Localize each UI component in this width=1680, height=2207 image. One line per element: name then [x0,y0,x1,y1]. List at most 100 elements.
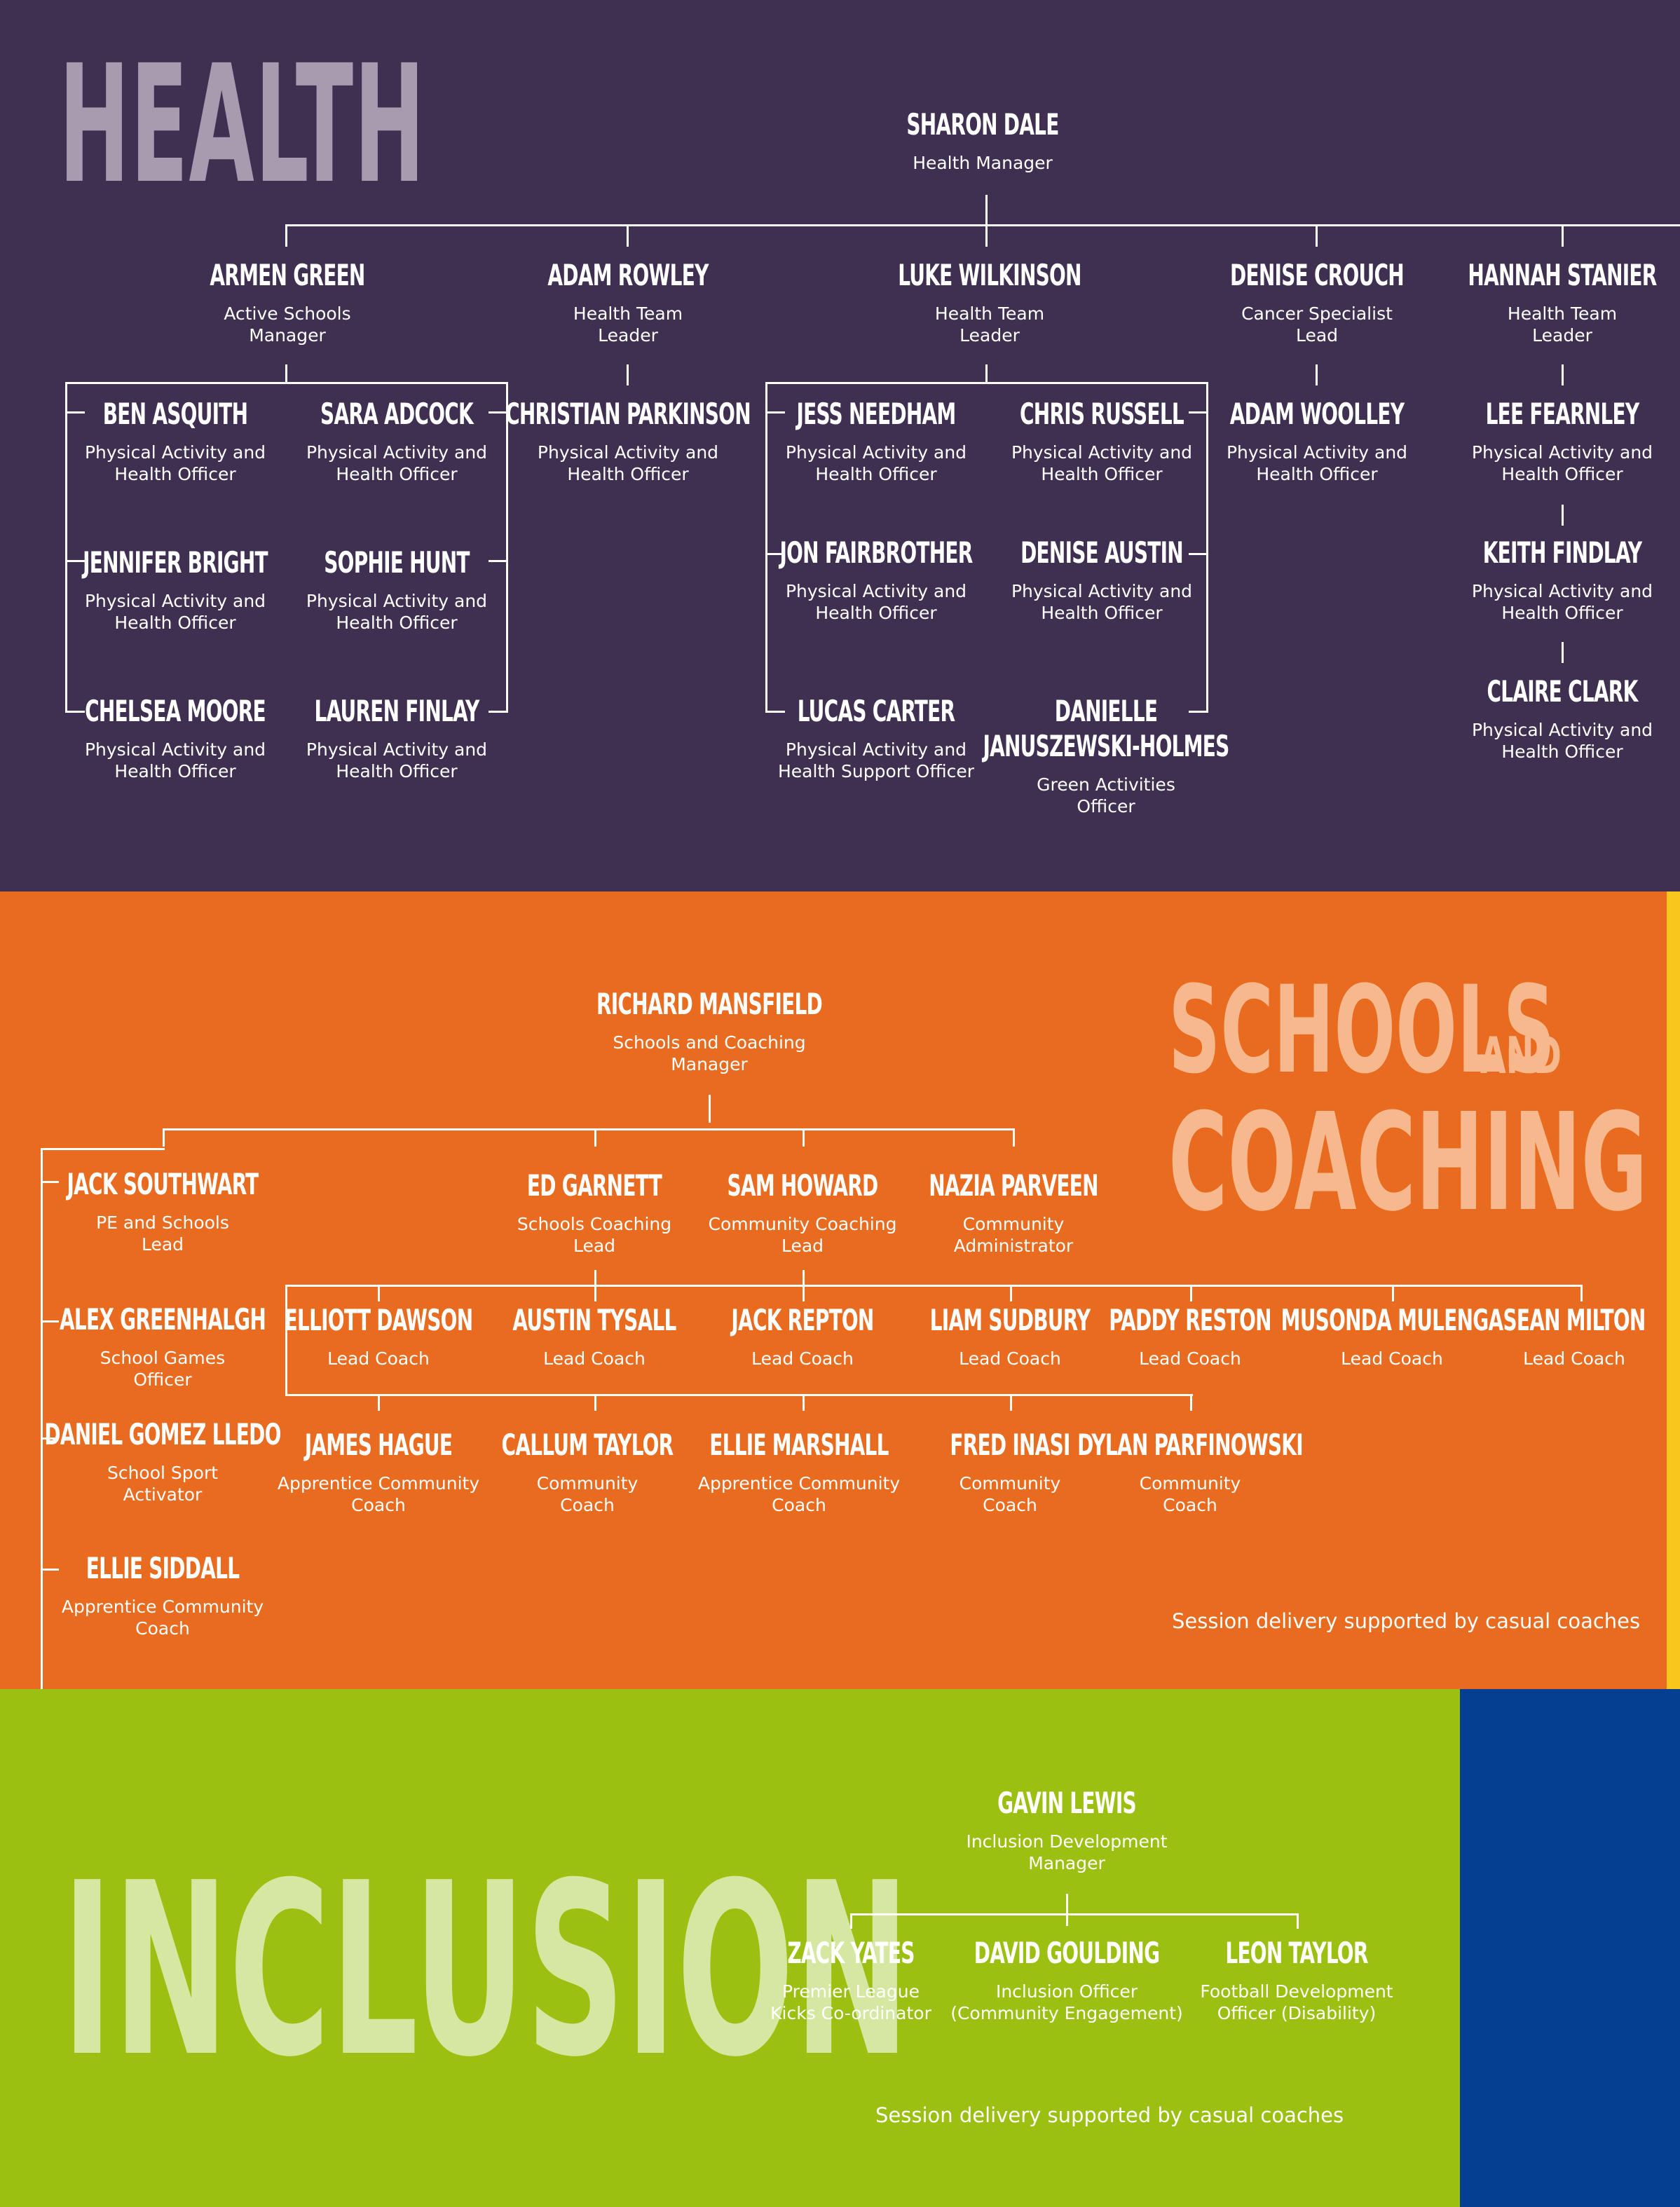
person-role: Health Manager [913,153,1053,173]
person-role: Community Coach [536,1473,638,1515]
org-node: HANNAH STANIER Health Team Leader [1435,258,1680,346]
org-node: SARA ADCOCK Physical Activity and Health… [294,397,500,485]
person-name: HANNAH STANIER [1468,258,1657,292]
org-node: JACK REPTON Lead Coach [706,1303,899,1369]
person-name: LEE FEARNLEY [1485,397,1640,431]
connector-line [1189,411,1208,414]
connector-line [65,711,85,713]
person-role: Physical Activity and Health Officer [306,591,488,633]
connector-line [285,224,287,247]
person-role: Physical Activity and Health Officer [1471,720,1653,762]
org-node: MUSONDA MULENGA Lead Coach [1242,1303,1542,1369]
person-role: Lead Coach [1341,1348,1443,1369]
org-node: SEAN MILTON Lead Coach [1478,1303,1670,1369]
org-node: FRED INASI Community Coach [929,1428,1091,1516]
person-name: JAMES HAGUE [304,1428,453,1462]
org-node: SAM HOWARD Community Coaching Lead [701,1168,904,1257]
person-name: LEON TAYLOR [1225,1936,1368,1970]
person-role: Lead Coach [1523,1348,1625,1369]
org-node: AUSTIN TYSALL Lead Coach [484,1303,704,1369]
person-name: DAVID GOULDING [974,1936,1160,1970]
person-role: Green Activities Officer [1037,774,1175,816]
schools-title-line1: SCHOOLS [1168,959,1555,1100]
person-role: Active Schools Manager [224,303,351,346]
person-name: JESS NEEDHAM [796,397,957,431]
person-role: Schools and Coaching Manager [613,1032,806,1074]
org-node: BEN ASQUITH Physical Activity and Health… [77,397,273,485]
org-node: LAUREN FINLAY Physical Activity and Heal… [285,694,508,782]
person-name: JACK SOUTHWART [67,1167,259,1201]
person-role: PE and Schools Lead [96,1212,229,1255]
org-node: LEE FEARNLEY Physical Activity and Healt… [1459,397,1666,485]
connector-line [803,1394,805,1411]
person-role: Football Development Officer (Disability… [1200,1981,1393,2023]
connector-line [985,195,988,226]
person-name: ALEX GREENHALGH [59,1302,266,1337]
connector-line [285,1285,287,1394]
org-node: ALEX GREENHALGH School Games Officer [23,1302,301,1391]
person-role: Inclusion Officer (Community Engagement) [950,1981,1183,2023]
connector-line [489,411,508,414]
person-name: DYLAN PARFINOWSKI [1077,1428,1303,1462]
connector-line [985,364,988,384]
connector-line [1562,364,1564,385]
person-role: Apprentice Community Coach [697,1473,901,1515]
person-role: Schools Coaching Lead [517,1214,672,1256]
org-node: LEON TAYLOR Football Development Officer… [1200,1936,1393,2024]
person-name: LUCAS CARTER [797,694,955,728]
connector-line [41,1148,43,1689]
person-name: KEITH FINDLAY [1482,535,1642,570]
person-name: ADAM ROWLEY [547,258,709,292]
org-node: JON FAIRBROTHER Physical Activity and He… [746,535,1006,624]
person-name: PADDY RESTON [1109,1303,1271,1337]
connector-line [803,1128,805,1147]
person-role: School Games Officer [100,1348,226,1390]
person-role: Physical Activity and Health Officer [84,591,266,633]
person-name: DANIEL GOMEZ LLEDO [44,1417,281,1451]
health-title: HEALTH [59,30,426,219]
org-node: NAZIA PARVEEN Community Administrator [899,1168,1128,1257]
org-node: CHELSEA MOORE Physical Activity and Heal… [53,694,297,782]
org-node: SOPHIE HUNT Physical Activity and Health… [299,545,495,634]
person-name: ZACK YATES [787,1936,915,1970]
person-name: CHELSEA MOORE [85,694,266,728]
casual-coaches-note: Session delivery supported by casual coa… [875,2103,1344,2127]
connector-line [65,382,67,713]
person-name: BEN ASQUITH [102,397,248,431]
person-name: LIAM SUDBURY [929,1303,1091,1337]
person-role: Apprentice Community Coach [277,1473,480,1515]
person-role: Lead Coach [327,1348,430,1369]
person-name: FRED INASI [950,1428,1070,1462]
person-name: GAVIN LEWIS [997,1786,1137,1820]
person-name: JACK REPTON [731,1303,874,1337]
person-name: ARMEN GREEN [210,258,365,292]
connector-line [41,1320,59,1323]
connector-line [506,382,508,713]
connector-line [285,224,1680,226]
connector-line [765,411,785,414]
schools-title-and: AND [1480,1026,1562,1085]
connector-line [1010,1285,1012,1301]
org-node: ELLIE MARSHALL Apprentice Community Coac… [678,1428,920,1516]
person-role: Community Coaching Lead [708,1214,897,1256]
org-node: ARMEN GREEN Active Schools Manager [183,258,392,346]
person-role: Physical Activity and Health Officer [84,739,266,781]
connector-line [378,1394,380,1411]
person-role: Lead Coach [543,1348,646,1369]
person-role: Lead Coach [1139,1348,1241,1369]
connector-line [1013,1128,1015,1147]
person-name: LUKE WILKINSON [898,258,1081,292]
accent-strip [1667,891,1680,1689]
person-name: DENISE CROUCH [1230,258,1405,292]
connector-line [65,382,508,384]
connector-line [627,224,629,247]
person-role: Physical Activity and Health Officer [306,442,488,484]
connector-line [1562,505,1564,526]
person-role: Physical Activity and Health Officer [537,442,719,484]
person-name: CLAIRE CLARK [1487,674,1638,709]
org-node: DANIEL GOMEZ LLEDO School Sport Activato… [3,1417,322,1505]
org-node: ELLIE SIDDALL Apprentice Community Coach [59,1551,266,1639]
connector-line [1190,1394,1192,1411]
person-role: Lead Coach [959,1348,1061,1369]
connector-line [163,1128,165,1147]
